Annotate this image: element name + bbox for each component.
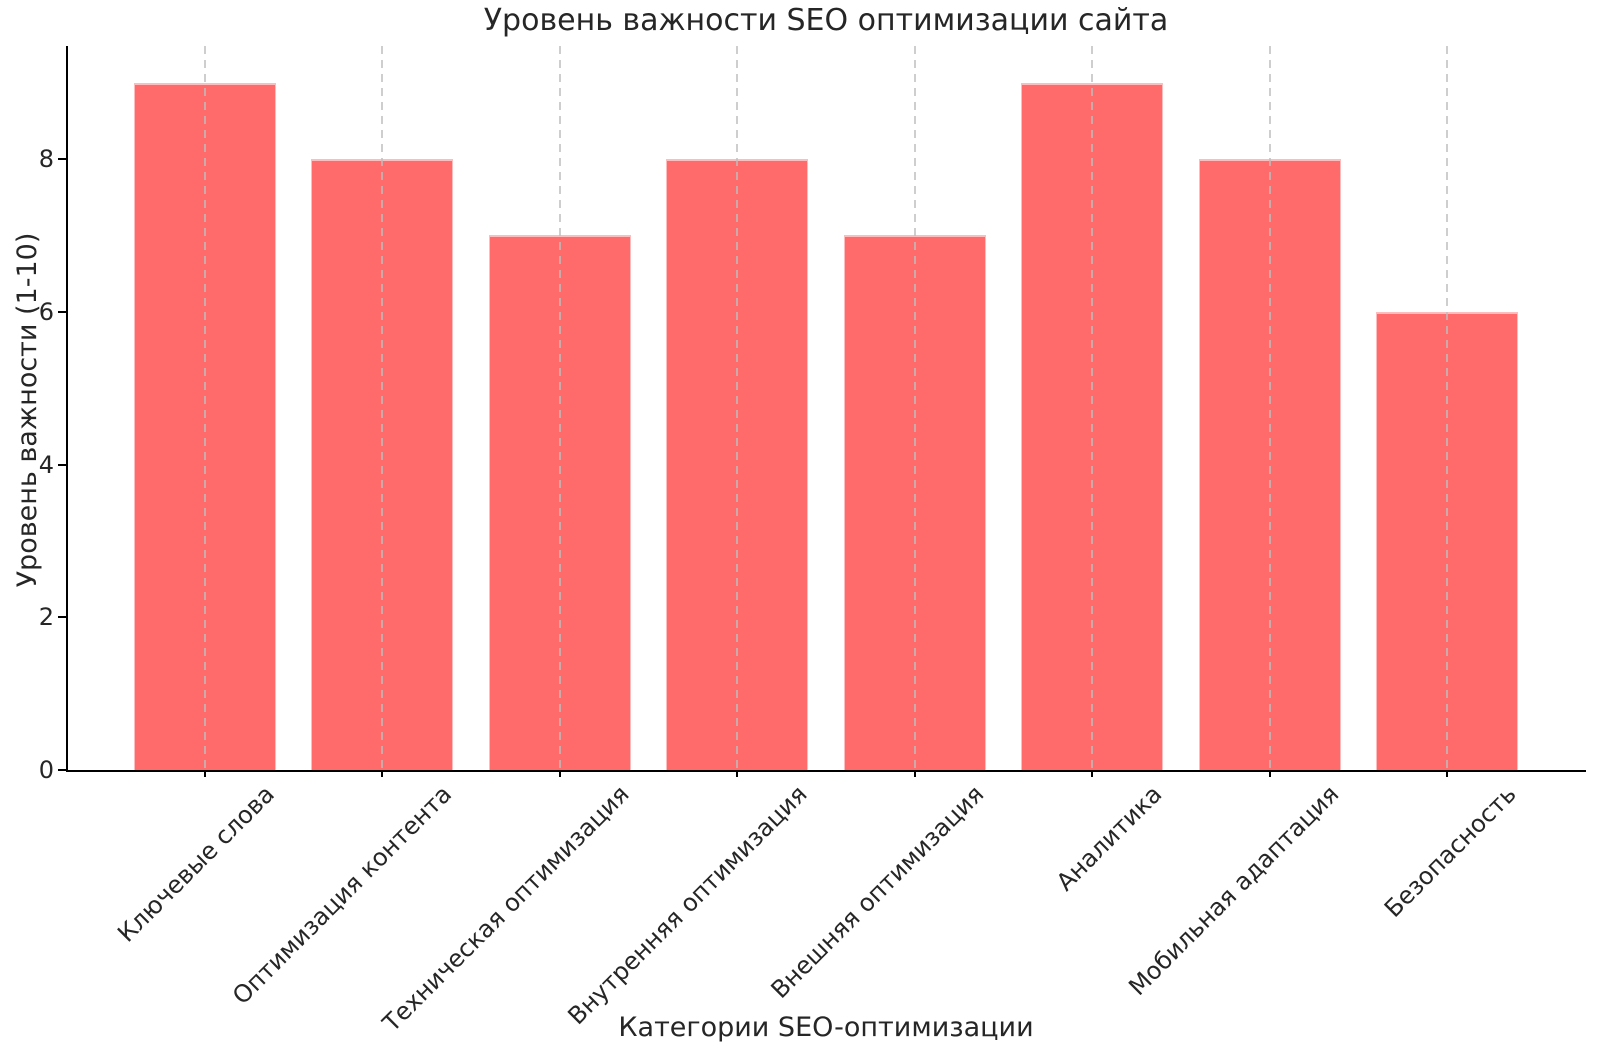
x-tick-mark — [1091, 770, 1094, 777]
chart-title: Уровень важности SEO оптимизации сайта — [483, 3, 1169, 38]
x-axis-label: Категории SEO-оптимизации — [618, 1012, 1034, 1043]
x-tick-mark — [381, 770, 384, 777]
gridline-8 — [1446, 46, 1448, 770]
y-tick-mark — [58, 463, 67, 466]
x-category-label-6: Аналитика — [1050, 780, 1167, 897]
x-category-label-1: Ключевые слова — [112, 780, 280, 948]
y-axis-label: Уровень важности (1-10) — [12, 232, 43, 588]
gridline-3 — [558, 46, 561, 770]
y-axis-spine — [66, 46, 68, 772]
gridline-1 — [204, 46, 206, 770]
x-tick-mark — [558, 770, 561, 777]
y-tick-mark — [58, 158, 67, 161]
x-category-label-5: Внешняя оптимизация — [765, 780, 990, 1004]
y-tick-mark — [58, 616, 67, 619]
x-tick-mark — [913, 770, 916, 777]
y-tick-label: 0 — [38, 756, 54, 784]
y-tick-label: 6 — [38, 297, 54, 326]
y-tick-label: 4 — [38, 450, 54, 479]
x-tick-mark — [204, 770, 206, 777]
y-tick-mark — [58, 310, 67, 313]
gridline-7 — [1268, 46, 1271, 770]
plot-area — [68, 46, 1584, 770]
gridline-4 — [736, 46, 739, 770]
y-tick-mark — [58, 769, 67, 771]
x-category-label-7: Мобильная адаптация — [1123, 780, 1345, 1001]
x-axis-spine — [66, 770, 1586, 772]
x-tick-mark — [1268, 770, 1271, 777]
y-tick-label: 2 — [38, 603, 54, 632]
y-tick-label: 8 — [38, 145, 54, 174]
gridline-5 — [913, 46, 916, 770]
gridline-6 — [1091, 46, 1094, 770]
x-category-label-8: Безопасность — [1378, 780, 1522, 923]
x-tick-mark — [1446, 770, 1448, 777]
gridline-2 — [381, 46, 384, 770]
x-tick-mark — [736, 770, 739, 777]
